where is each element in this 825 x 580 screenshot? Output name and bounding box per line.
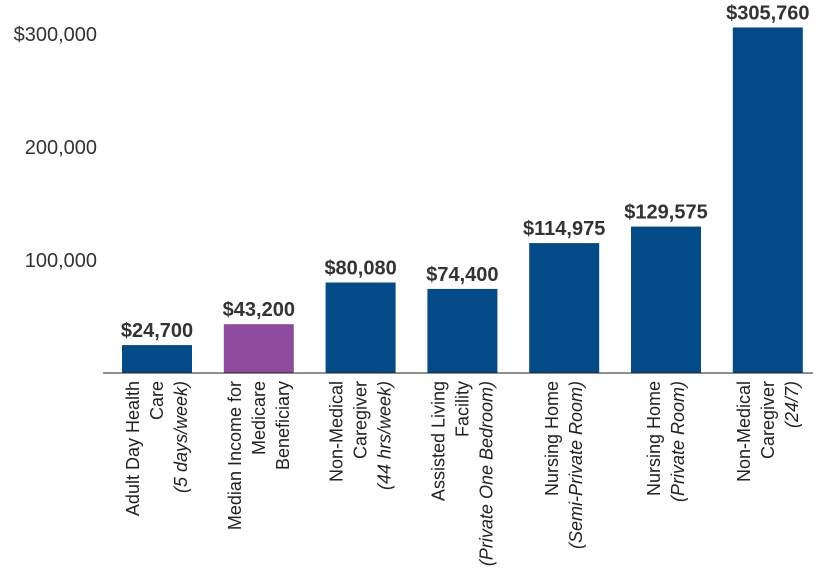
x-category-label: Assisted Living Facility (Private One Bedr… bbox=[428, 381, 496, 566]
x-category-line: Care bbox=[147, 381, 167, 420]
x-category-line: Caregiver bbox=[351, 381, 371, 459]
x-category-note: (Private Room) bbox=[668, 381, 688, 502]
x-category-line: Facility bbox=[452, 381, 472, 437]
x-category-label: Non-Medical Caregiver (24/7) bbox=[734, 381, 802, 482]
x-category-note: (44 hrs/week) bbox=[375, 381, 395, 490]
data-label: $74,400 bbox=[426, 264, 498, 286]
data-label: $43,200 bbox=[223, 299, 295, 321]
x-category-line: Non-Medical bbox=[734, 381, 754, 482]
data-label: $305,760 bbox=[726, 2, 809, 24]
y-tick-label: 100,000 bbox=[25, 250, 97, 272]
x-category-label: Median Income for Medicare Beneficiary bbox=[225, 381, 293, 530]
bar bbox=[325, 282, 396, 373]
bar bbox=[631, 226, 701, 373]
x-category-line: Adult Day Health bbox=[123, 381, 143, 516]
bar bbox=[732, 27, 803, 373]
bar bbox=[529, 243, 600, 373]
x-category-note: (5 days/week) bbox=[171, 381, 191, 493]
bar bbox=[427, 288, 498, 373]
x-category-line: Caregiver bbox=[758, 381, 778, 459]
x-category-line: Non-Medical bbox=[327, 381, 347, 482]
x-category-line: Nursing Home bbox=[542, 381, 562, 496]
x-category-line: Assisted Living bbox=[428, 381, 448, 501]
bar bbox=[122, 345, 192, 373]
x-category-line: Medicare bbox=[249, 381, 269, 455]
y-tick-label: $300,000 bbox=[14, 24, 97, 46]
x-category-line: Nursing Home bbox=[644, 381, 664, 496]
data-label: $80,080 bbox=[324, 258, 396, 280]
x-category-label: Adult Day Health Care (5 days/week) bbox=[123, 381, 191, 516]
x-category-label: Nursing Home (Private Room) bbox=[644, 381, 688, 502]
x-category-note: (Semi-Private Room) bbox=[566, 381, 586, 549]
x-category-line: Beneficiary bbox=[273, 381, 293, 470]
x-category-note: (Private One Bedroom) bbox=[476, 381, 496, 566]
data-label: $114,975 bbox=[523, 218, 605, 240]
data-label: $129,575 bbox=[624, 202, 707, 224]
x-category-line: Median Income for bbox=[225, 381, 245, 530]
bar bbox=[223, 324, 294, 373]
y-tick-label: 200,000 bbox=[25, 137, 97, 159]
data-label: $24,700 bbox=[121, 320, 193, 342]
x-category-label: Non-Medical Caregiver (44 hrs/week) bbox=[327, 381, 395, 490]
x-category-label: Nursing Home (Semi-Private Room) bbox=[542, 381, 586, 549]
x-category-note: (24/7) bbox=[782, 381, 802, 428]
